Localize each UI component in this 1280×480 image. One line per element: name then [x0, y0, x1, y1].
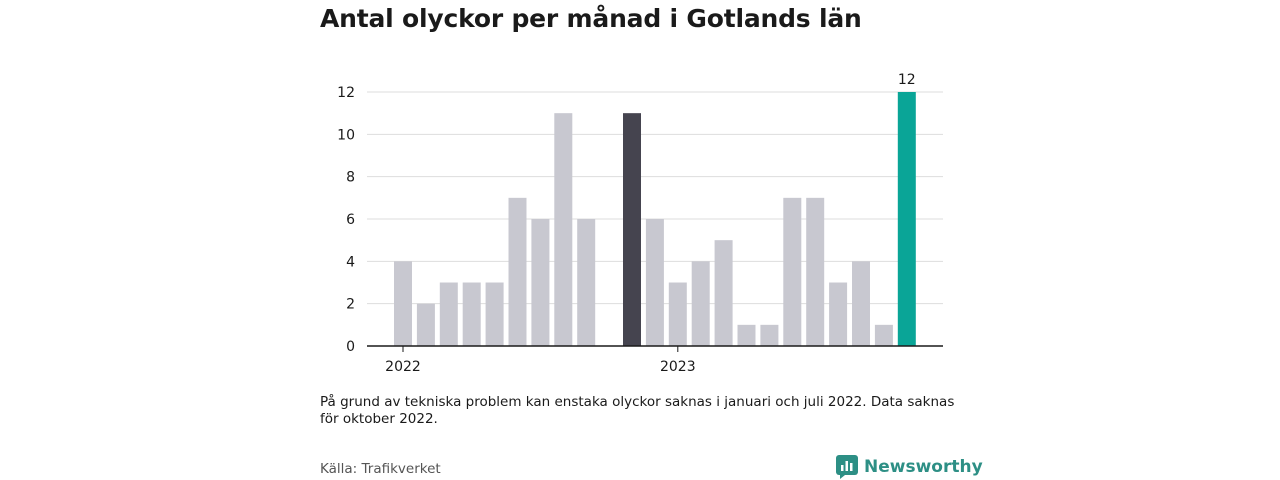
y-tick-label: 8 — [346, 170, 355, 186]
y-tick-label: 10 — [337, 127, 355, 143]
bar — [668, 282, 687, 346]
bar — [645, 219, 664, 346]
brand-logo: Newsworthy — [836, 455, 983, 479]
bar — [737, 324, 756, 346]
bar-chart: 0 2 4 6 8 10 12 2022 2023 12 — [337, 72, 943, 375]
bar — [462, 282, 481, 346]
y-tick-label: 4 — [346, 254, 355, 270]
bar — [714, 240, 733, 346]
chart-title: Antal olyckor per månad i Gotlands län — [320, 4, 862, 33]
x-tick-label: 2023 — [660, 359, 696, 375]
data-label: 12 — [898, 72, 916, 88]
bar — [394, 261, 412, 346]
y-tick-label: 12 — [337, 85, 355, 101]
y-axis-labels: 0 2 4 6 8 10 12 — [337, 85, 355, 355]
y-tick-label: 6 — [346, 212, 355, 228]
bar — [852, 261, 870, 346]
bar — [508, 197, 527, 346]
bar — [554, 113, 573, 347]
bar — [760, 324, 779, 346]
footnote: På grund av tekniska problem kan enstaka… — [320, 394, 955, 427]
bar — [577, 219, 596, 346]
y-tick-label: 0 — [346, 339, 355, 355]
bars — [394, 92, 916, 347]
x-tick-label: 2022 — [385, 359, 421, 375]
bar — [874, 324, 893, 346]
bar — [439, 282, 458, 346]
data-labels: 12 — [898, 72, 916, 88]
source-text: Källa: Trafikverket — [320, 461, 441, 477]
bar — [829, 282, 848, 346]
bar — [806, 197, 825, 346]
bar — [485, 282, 504, 346]
bar — [897, 92, 916, 346]
bar — [691, 261, 710, 346]
bar — [623, 113, 641, 347]
bar — [783, 197, 802, 346]
newsworthy-logo-icon — [836, 455, 858, 479]
x-axis: 2022 2023 — [367, 345, 943, 375]
brand-name: Newsworthy — [864, 457, 983, 477]
y-tick-label: 2 — [346, 297, 355, 313]
bar — [531, 219, 550, 346]
bar — [416, 303, 435, 346]
